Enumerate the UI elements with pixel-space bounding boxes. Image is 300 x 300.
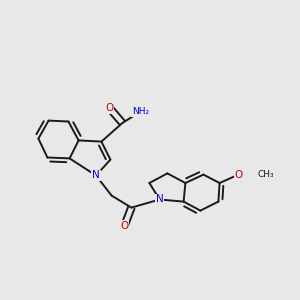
Text: CH₃: CH₃ (258, 170, 274, 179)
Text: N: N (92, 170, 100, 181)
Text: NH₂: NH₂ (132, 107, 149, 116)
Text: N: N (156, 194, 164, 205)
Text: O: O (120, 220, 129, 231)
Text: O: O (234, 169, 243, 180)
Text: O: O (105, 103, 114, 113)
